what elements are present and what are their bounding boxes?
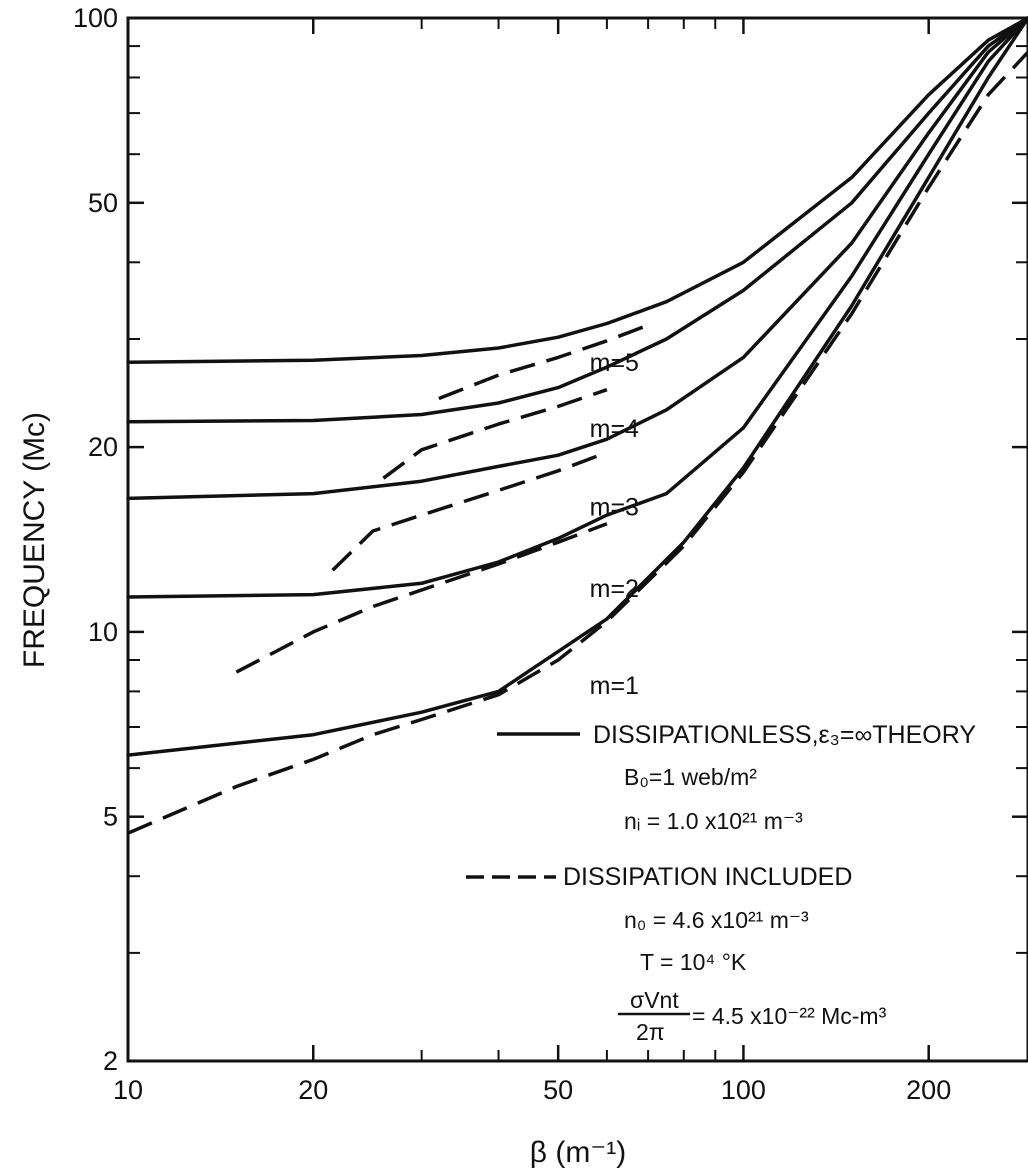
legend-solid-param-1: B₀=1 web/m² — [624, 764, 757, 790]
legend-solid-label: DISSIPATIONLESS,ε₃=∞THEORY — [593, 721, 976, 749]
x-tick-label: 100 — [721, 1075, 766, 1105]
legend-solid-param-2: nᵢ = 1.0 x10²¹ m⁻³ — [624, 808, 803, 834]
y-tick-label: 100 — [73, 3, 118, 33]
curve-solid-m-3 — [128, 18, 1028, 498]
curve-solid-m-2 — [128, 18, 1028, 597]
curve-label-m-3: m=3 — [590, 494, 639, 522]
x-tick-label: 200 — [906, 1075, 951, 1105]
legend-dashed-label: DISSIPATION INCLUDED — [563, 863, 852, 891]
y-tick-label: 10 — [88, 617, 118, 647]
curve-solid-m-1 — [128, 18, 1028, 755]
y-tick-label: 20 — [88, 432, 118, 462]
y-tick-label: 5 — [103, 802, 118, 832]
legend-dashed-param-2: T = 10⁴ °K — [640, 949, 747, 975]
legend-fraction-denominator: 2π — [636, 1019, 665, 1045]
axis-ticks: 2 5 10 20 50 100 10 20 50 100 200 — [73, 3, 1028, 1105]
x-tick-label: 20 — [298, 1075, 328, 1105]
curve-labels: m=5 m=4 m=3 m=2 m=1 — [590, 349, 639, 700]
legend: DISSIPATIONLESS,ε₃=∞THEORY B₀=1 web/m² n… — [466, 721, 976, 1045]
curve-label-m-5: m=5 — [590, 349, 639, 377]
curve-dashed-m-1 — [128, 52, 1028, 833]
y-tick-label: 2 — [103, 1046, 118, 1076]
y-tick-label: 50 — [88, 188, 118, 218]
legend-fraction-numerator: σVnt — [630, 987, 679, 1013]
y-axis-label: FREQUENCY (Mc) — [18, 412, 51, 668]
curve-label-m-4: m=4 — [590, 415, 639, 443]
curves — [128, 18, 1028, 833]
x-tick-label: 50 — [543, 1075, 573, 1105]
x-tick-label: 10 — [113, 1075, 143, 1105]
plot-frame — [128, 18, 1028, 1061]
x-axis-label: β (m⁻¹) — [530, 1136, 626, 1169]
curve-label-m-1: m=1 — [590, 672, 639, 700]
curve-label-m-2: m=2 — [590, 575, 639, 603]
curve-solid-m-5 — [128, 18, 1028, 362]
curve-dashed-m-2 — [236, 524, 607, 672]
legend-fraction-value: = 4.5 x10⁻²² Mc-m³ — [692, 1003, 887, 1029]
legend-dashed-param-1: n₀ = 4.6 x10²¹ m⁻³ — [624, 907, 809, 933]
